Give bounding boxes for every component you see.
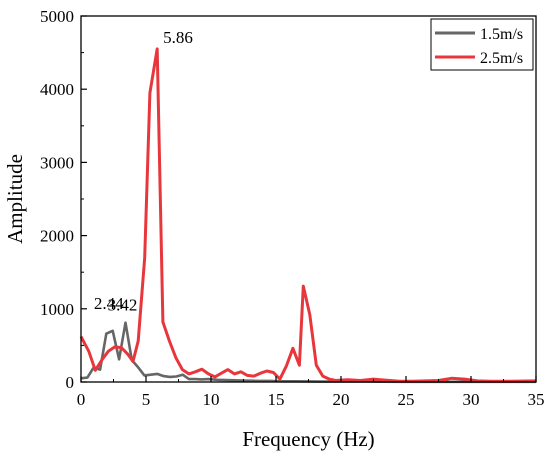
y-tick-label: 2000 [40, 227, 74, 246]
y-tick-label: 3000 [40, 153, 74, 172]
x-tick-label: 10 [203, 390, 220, 409]
series-line-2 [79, 47, 537, 383]
x-tick-label: 20 [333, 390, 350, 409]
x-tick-label: 0 [77, 390, 86, 409]
peak-annotation: 2.44 [94, 294, 124, 313]
y-tick-label: 4000 [40, 80, 74, 99]
y-axis-title: Amplitude [3, 154, 27, 244]
y-tick-label: 5000 [40, 7, 74, 26]
x-axis-title: Frequency (Hz) [242, 427, 374, 451]
peak-annotation: 5.86 [163, 28, 193, 47]
peak-annotation: 3.42 [108, 296, 138, 315]
x-tick-label: 35 [528, 390, 545, 409]
legend-label-1-5ms: 1.5m/s [480, 26, 523, 43]
x-tick-label: 15 [268, 390, 285, 409]
legend-box [430, 18, 534, 71]
series-line-1 [80, 321, 536, 384]
y-tick-label: 1000 [40, 300, 74, 319]
legend: 1.5m/s 2.5m/s [430, 18, 534, 71]
x-tick-label: 25 [398, 390, 415, 409]
annotation-layer: 5.86 3.422.44 [94, 28, 193, 315]
x-tick-label: 5 [142, 390, 151, 409]
tick-layer: 0 5 10 15 20 25 30 35 0 1000 2000 3000 4000 5000 [40, 7, 545, 409]
legend-label-2-5ms: 2.5m/s [480, 50, 523, 67]
y-tick-label: 0 [66, 373, 75, 392]
plot-frame [80, 15, 537, 383]
x-tick-label: 30 [463, 390, 480, 409]
series-layer [79, 47, 537, 384]
